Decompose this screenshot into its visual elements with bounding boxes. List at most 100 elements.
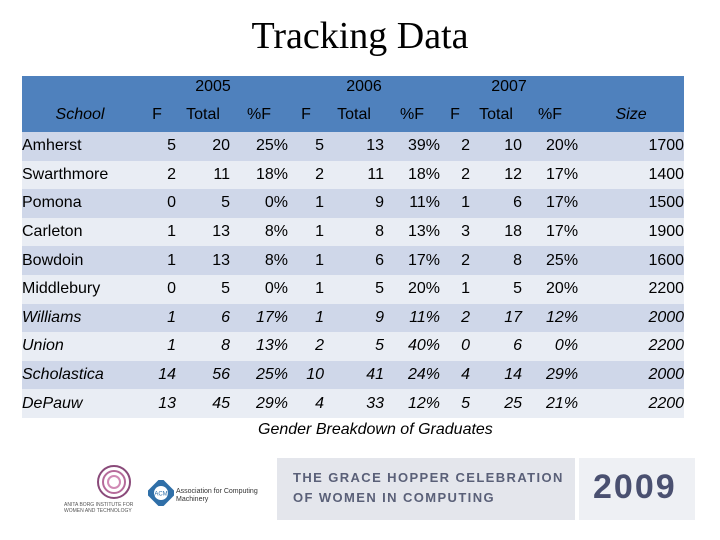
size-cell: 2000 (648, 366, 685, 384)
ghc-banner: THE GRACE HOPPER CELEBRATION OF WOMEN IN… (277, 458, 575, 520)
percent-female-cell: 17% (546, 165, 579, 183)
total-count-cell: 8 (221, 337, 230, 355)
col-f-2007: F (450, 106, 460, 123)
tracking-table: 2005 2006 2007 School F Total %F F Total… (22, 76, 685, 418)
year-header-row: 2005 2006 2007 (22, 76, 685, 98)
school-cell: Bowdoin (22, 251, 84, 269)
school-cell: Middlebury (22, 280, 101, 298)
col-f-2006: F (301, 106, 311, 123)
percent-female-cell: 20% (546, 137, 579, 155)
percent-female-cell: 8% (264, 223, 289, 241)
female-count-cell: 1 (315, 223, 325, 241)
percent-female-cell: 12% (408, 394, 441, 412)
total-count-cell: 6 (513, 337, 523, 355)
school-column-header: School (55, 106, 105, 123)
female-count-cell: 0 (167, 194, 176, 212)
percent-female-cell: 40% (408, 337, 441, 355)
percent-female-cell: 17% (408, 251, 441, 269)
total-count-cell: 9 (375, 194, 385, 212)
female-count-cell: 1 (461, 280, 471, 298)
female-count-cell: 1 (315, 194, 325, 212)
header-blank-size (578, 76, 684, 98)
school-cell: DePauw (22, 394, 83, 412)
percent-female-cell: 8% (264, 251, 289, 269)
percent-female-cell: 29% (255, 394, 289, 412)
percent-female-cell: 0% (264, 194, 289, 212)
total-count-cell: 5 (513, 280, 523, 298)
percent-female-cell: 11% (409, 308, 441, 326)
percent-female-cell: 17% (546, 194, 579, 212)
sponsor-logos: ANITA BORG INSTITUTE FOR WOMEN AND TECHN… (60, 458, 275, 520)
size-cell: 1900 (648, 223, 685, 241)
table-row: DePauw 13 45 29% 4 33 12% 5 25 21% 2200 (22, 389, 685, 418)
percent-female-cell: 17% (546, 223, 579, 241)
institute-text: ANITA BORG INSTITUTE FOR WOMEN AND TECHN… (64, 502, 134, 514)
school-cell: Williams (22, 308, 82, 326)
female-count-cell: 1 (167, 337, 176, 355)
female-count-cell: 2 (167, 165, 176, 183)
table-row: Williams 1 6 17% 1 9 11% 2 17 12% 2000 (22, 303, 685, 333)
table-caption: Gender Breakdown of Graduates (258, 421, 493, 438)
table-row: Union 1 8 13% 2 5 40% 0 6 0% 2200 (22, 332, 685, 361)
percent-female-cell: 25% (546, 251, 579, 269)
school-cell: Swarthmore (22, 165, 109, 183)
total-count-cell: 20 (212, 137, 230, 155)
school-cell: Union (22, 337, 64, 355)
total-count-cell: 18 (504, 223, 523, 241)
female-count-cell: 2 (461, 308, 471, 326)
percent-female-cell: 21% (546, 394, 579, 412)
total-count-cell: 41 (366, 366, 385, 384)
column-header-row: School F Total %F F Total %F F Total %F … (22, 98, 685, 132)
col-pctf-2007: %F (538, 106, 563, 123)
size-cell: 1700 (648, 137, 685, 155)
percent-female-cell: 29% (546, 366, 579, 384)
percent-female-cell: 20% (408, 280, 441, 298)
total-count-cell: 5 (375, 280, 385, 298)
total-count-cell: 17 (504, 308, 523, 326)
col-f-2005: F (152, 106, 162, 123)
total-count-cell: 6 (513, 194, 523, 212)
percent-female-cell: 12% (546, 308, 579, 326)
size-cell: 2000 (648, 308, 685, 326)
female-count-cell: 2 (461, 251, 471, 269)
female-count-cell: 14 (158, 366, 176, 384)
percent-female-cell: 18% (255, 165, 289, 183)
total-count-cell: 11 (213, 165, 230, 183)
total-count-cell: 14 (504, 366, 523, 384)
female-count-cell: 10 (306, 366, 325, 384)
percent-female-cell: 13% (408, 223, 441, 241)
header-blank (22, 76, 138, 98)
table-row: Scholastica 14 56 25% 10 41 24% 4 14 29% 2000 (22, 360, 685, 390)
col-total-2005: Total (186, 106, 220, 123)
year-2005-header: 2005 (195, 78, 231, 95)
year-2006-header: 2006 (346, 78, 382, 95)
total-count-cell: 56 (212, 366, 230, 384)
size-cell: 1500 (648, 194, 685, 212)
female-count-cell: 5 (167, 137, 176, 155)
year-banner: 2009 (579, 458, 695, 520)
table-row: Carleton 1 13 8% 1 8 13% 3 18 17% 1900 (22, 217, 685, 247)
size-cell: 2200 (648, 337, 685, 355)
female-count-cell: 1 (315, 308, 325, 326)
svg-text:ACM: ACM (154, 492, 167, 498)
total-count-cell: 10 (504, 137, 523, 155)
percent-female-cell: 25% (255, 137, 289, 155)
percent-female-cell: 18% (408, 165, 441, 183)
size-cell: 2200 (648, 394, 685, 412)
female-count-cell: 5 (315, 137, 325, 155)
female-count-cell: 3 (461, 223, 471, 241)
banner-year: 2009 (593, 468, 677, 506)
table-row: Swarthmore 2 11 18% 2 11 18% 2 12 17% 1400 (22, 160, 685, 190)
school-cell: Scholastica (22, 366, 104, 384)
percent-female-cell: 17% (255, 308, 289, 326)
total-count-cell: 11 (367, 165, 385, 183)
total-count-cell: 5 (221, 194, 230, 212)
percent-female-cell: 20% (546, 280, 579, 298)
female-count-cell: 1 (461, 194, 471, 212)
percent-female-cell: 0% (264, 280, 289, 298)
anita-borg-logo-icon (97, 465, 131, 499)
percent-female-cell: 25% (255, 366, 289, 384)
size-cell: 1400 (648, 165, 685, 183)
acm-logo-icon: ACM (148, 480, 174, 506)
total-count-cell: 45 (212, 394, 230, 412)
